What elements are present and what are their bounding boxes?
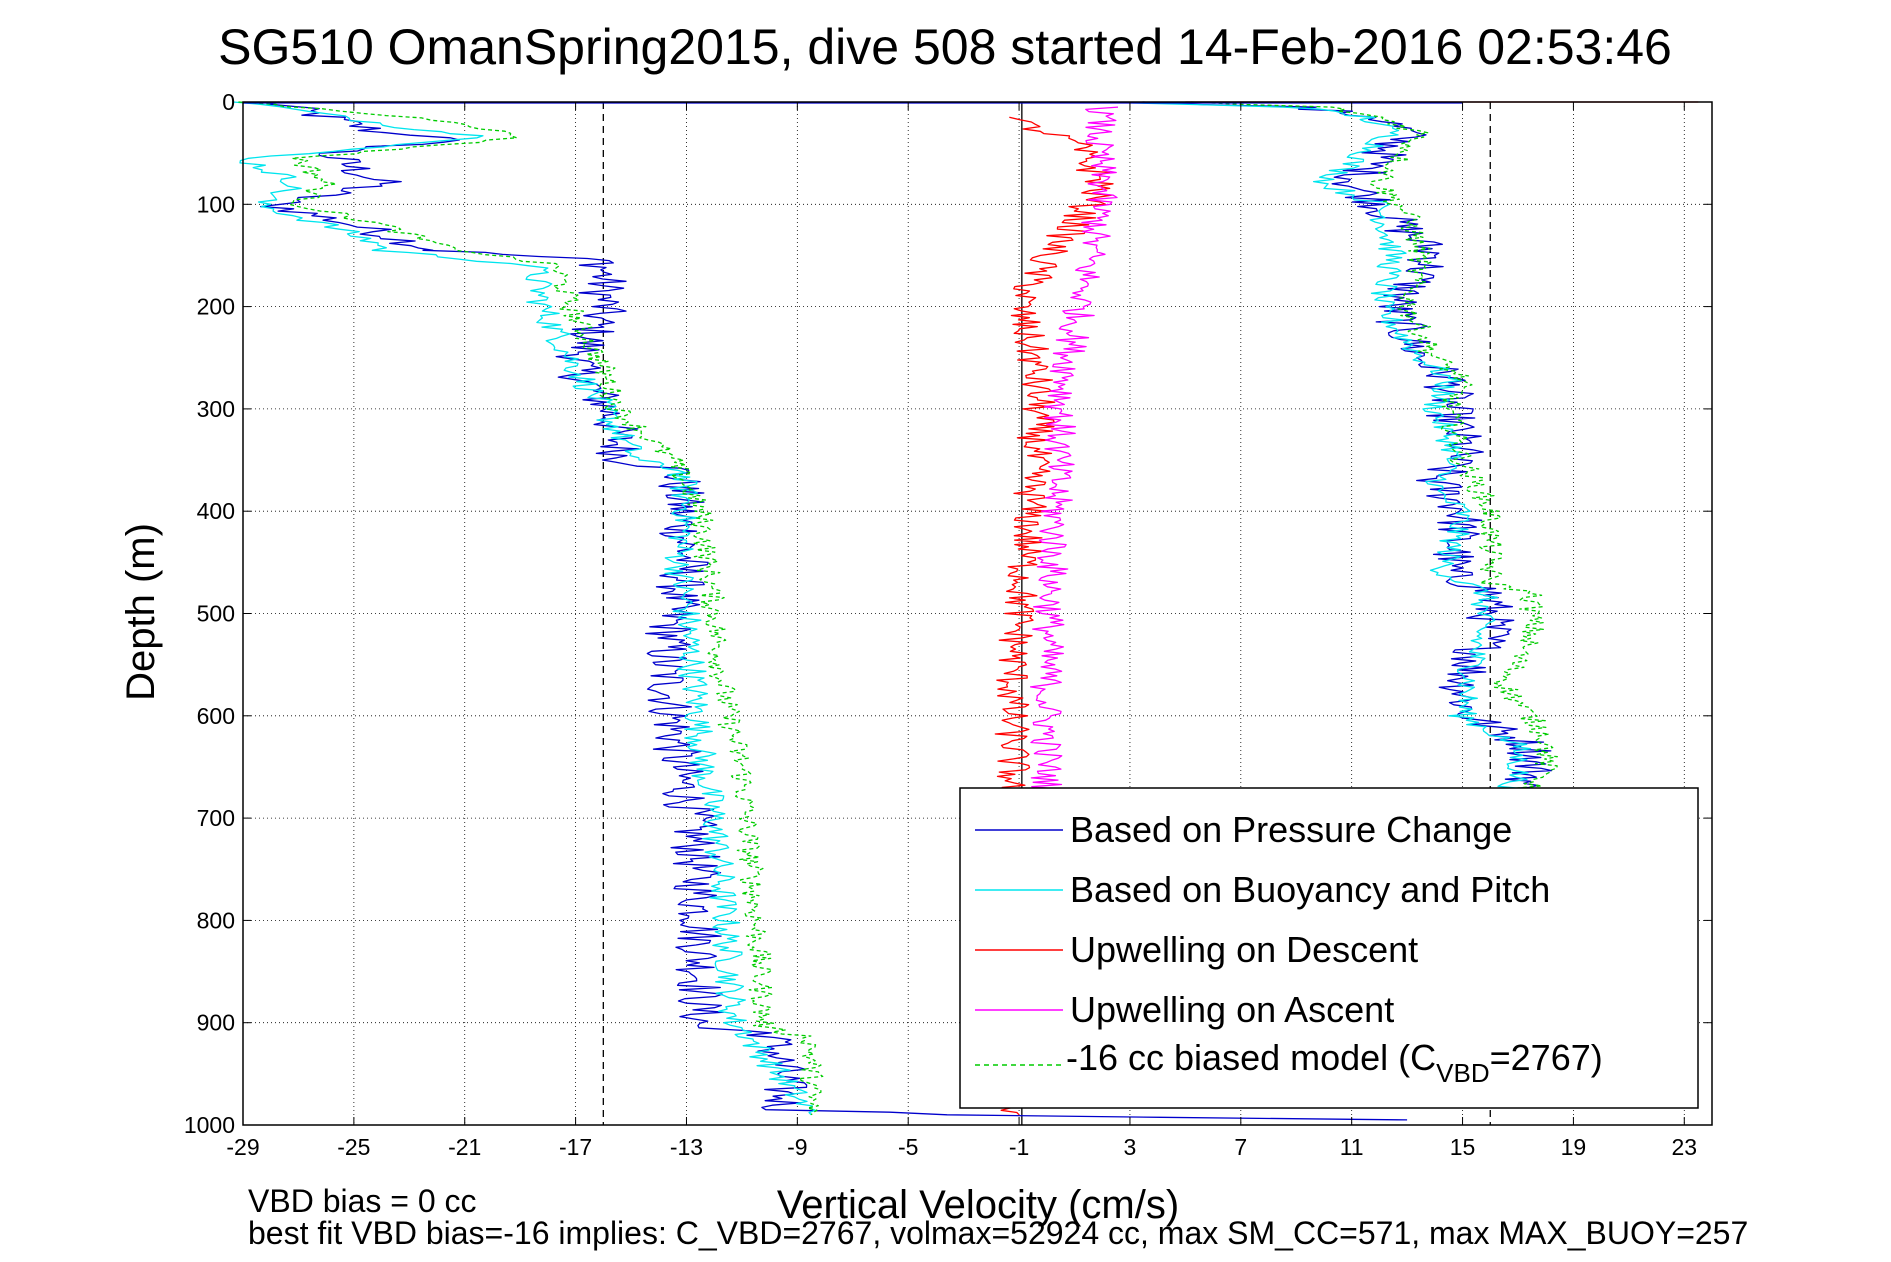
legend-label-biased-prefix: -16 cc biased model (C (1066, 1037, 1436, 1078)
series-line-1 (1142, 101, 1553, 799)
x-tick-label: 3 (1124, 1134, 1137, 1160)
y-tick-label: 400 (197, 498, 235, 524)
legend-label-biased-model: -16 cc biased model (CVBD=2767) (1066, 1037, 1603, 1088)
y-tick-label: 700 (197, 805, 235, 831)
series-line-4 (238, 101, 824, 1116)
y-tick-label: 100 (197, 191, 235, 217)
x-tick-label: 11 (1340, 1134, 1364, 1160)
x-tick-label: 15 (1450, 1134, 1476, 1160)
y-tick-label: 800 (197, 907, 235, 933)
x-tick-label: -25 (337, 1134, 370, 1160)
x-axis-label: Vertical Velocity (cm/s) (777, 1183, 1179, 1227)
y-tick-label: 200 (197, 294, 235, 320)
x-tick-label: -1 (1009, 1134, 1029, 1160)
y-tick-label: 300 (197, 396, 235, 422)
legend-label-biased-suffix: =2767) (1490, 1037, 1603, 1078)
x-tick-label: -5 (898, 1134, 918, 1160)
series-line-3 (1094, 101, 1532, 799)
legend-box (959, 787, 1699, 1109)
y-tick-label: 900 (197, 1010, 235, 1036)
x-tick-label: -13 (670, 1134, 703, 1160)
x-tick-label: 19 (1561, 1134, 1587, 1160)
y-tick-label: 1000 (184, 1112, 235, 1138)
legend-label-pressure: Based on Pressure Change (1070, 809, 1512, 850)
series-line-2 (233, 101, 817, 1116)
note-best-fit: best fit VBD bias=-16 implies: C_VBD=276… (248, 1215, 1748, 1251)
legend-label-buoyancy: Based on Buoyancy and Pitch (1070, 869, 1550, 910)
y-tick-label: 500 (197, 601, 235, 627)
legend-label-upwelling-ascent: Upwelling on Ascent (1070, 989, 1394, 1030)
y-tick-label: 0 (222, 89, 235, 115)
x-tick-label: -9 (787, 1134, 807, 1160)
legend-label-biased-sub: VBD (1436, 1058, 1489, 1088)
x-tick-label: -17 (559, 1134, 592, 1160)
legend-label-upwelling-descent: Upwelling on Descent (1070, 929, 1418, 970)
series-line-0 (259, 101, 1408, 1121)
note-vbd-bias: VBD bias = 0 cc (248, 1183, 477, 1219)
x-tick-label: -29 (226, 1134, 259, 1160)
series-line-5 (1190, 101, 1558, 794)
y-axis-ticks: 0 100 200 300 400 500 600 700 800 900 1000 (184, 89, 1712, 1138)
legend: Based on Pressure Change Based on Buoyan… (959, 787, 1699, 1109)
x-axis-ticks: -29 -25 -21 -17 -13 -9 -5 -1 3 7 11 15 19 23 (226, 102, 1697, 1160)
series-line-7 (1029, 106, 1119, 799)
chart-title: SG510 OmanSpring2015, dive 508 started 1… (218, 19, 1672, 75)
x-tick-label: 7 (1234, 1134, 1247, 1160)
x-tick-label: 23 (1671, 1134, 1697, 1160)
y-tick-label: 600 (197, 703, 235, 729)
y-axis-label: Depth (m) (119, 523, 163, 701)
x-tick-label: -21 (448, 1134, 481, 1160)
